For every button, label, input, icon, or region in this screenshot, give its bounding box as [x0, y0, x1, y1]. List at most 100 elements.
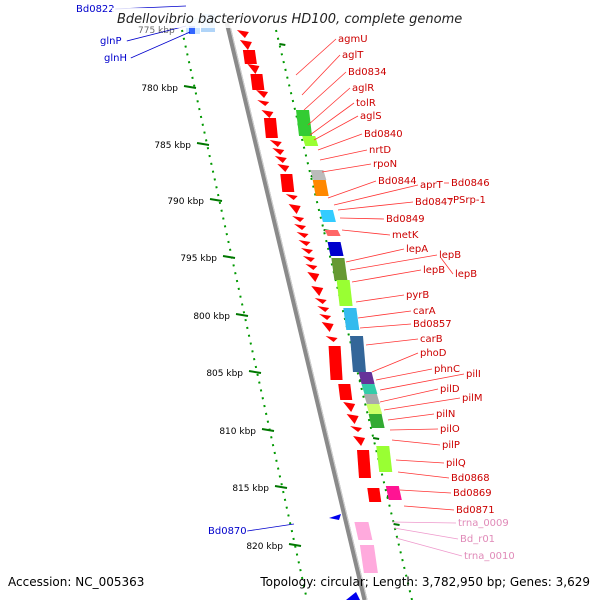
gene-label-aglt[interactable]: aglT	[342, 50, 364, 61]
gene-label-glnp[interactable]: glnP	[100, 36, 122, 47]
gene-label-agls[interactable]: aglS	[360, 111, 382, 122]
gene-label-bd0869[interactable]: Bd0869	[453, 488, 492, 499]
gene-arrow	[311, 286, 324, 296]
feature-block	[319, 210, 336, 222]
gene-block	[250, 74, 265, 90]
leader-line	[391, 439, 441, 446]
leader-line	[309, 102, 355, 136]
feature-block	[361, 384, 378, 394]
gene-label-bd0846[interactable]: Bd0846	[451, 178, 490, 189]
gene-label-pilp[interactable]: pilP	[442, 440, 460, 451]
gene-label-tolr[interactable]: tolR	[356, 98, 376, 109]
gene-arrow	[302, 256, 315, 262]
gene-label-phnc[interactable]: phnC	[434, 364, 460, 375]
gene-label-bd0870[interactable]: Bd0870	[208, 526, 247, 537]
gene-label-agmu[interactable]: agmU	[338, 34, 368, 45]
gene-label-phod[interactable]: phoD	[420, 348, 447, 359]
scale-tick	[235, 313, 249, 317]
gene-label-lepb[interactable]: lepB	[439, 250, 461, 261]
rna-label-trna-0009[interactable]: trna_0009	[458, 518, 509, 529]
leader-line	[319, 149, 368, 161]
gene-label-lepa[interactable]: lepA	[406, 244, 428, 255]
scale-tick-label: 780 kbp	[141, 84, 178, 94]
leader-line	[126, 25, 187, 42]
rna-label-trna-0010[interactable]: trna_0010	[464, 551, 515, 562]
leader-line	[130, 31, 191, 59]
gene-label-psrp-1[interactable]: PSrp-1	[453, 195, 486, 206]
gene-label-pyrb[interactable]: pyrB	[406, 290, 429, 301]
gene-label-bd0834[interactable]: Bd0834	[348, 67, 387, 78]
scale-tick-label: 810 kbp	[219, 427, 256, 437]
genome-backbone-highlight	[228, 21, 368, 600]
scale-ticks: 780 kbp 785 kbp 790 kbp 795 kbp 800 kbp 805 k…	[141, 43, 400, 552]
gene-arrow	[272, 148, 285, 155]
rna-label-bd-r01[interactable]: Bd_r01	[460, 534, 495, 545]
feature-tracks	[186, 14, 402, 600]
gene-arrow-blue	[346, 592, 360, 600]
gene-arrow	[346, 414, 359, 424]
gene-label-bd0844[interactable]: Bd0844	[378, 176, 417, 187]
gene-label-bd0868[interactable]: Bd0868	[451, 473, 490, 484]
gene-arrow	[236, 30, 249, 38]
leader-line	[303, 71, 347, 111]
gene-label-aprt[interactable]: aprT	[420, 180, 444, 191]
gene-label-bd0849[interactable]: Bd0849	[386, 214, 425, 225]
gene-label-lepb[interactable]: lepB	[423, 265, 445, 276]
gene-label-aglr[interactable]: aglR	[352, 83, 374, 94]
gene-block	[280, 174, 295, 192]
feature-labels: Bd0822 glnP glnH Bd0870 agmU aglT Bd0834 aglR to…	[76, 4, 515, 562]
leader-line	[375, 368, 433, 381]
gene-label-bd0822[interactable]: Bd0822	[76, 4, 115, 15]
leader-line	[351, 269, 422, 283]
leader-line	[333, 184, 419, 206]
gene-block	[357, 450, 372, 478]
gene-label-lepb[interactable]: lepB	[455, 269, 477, 280]
gene-arrow	[256, 90, 269, 98]
gene-arrow	[277, 164, 290, 172]
gene-label-rpon[interactable]: rpoN	[373, 159, 397, 170]
outer-track-tick	[279, 43, 286, 46]
gene-label-bd0871[interactable]: Bd0871	[456, 505, 495, 516]
gene-arrow	[247, 64, 260, 74]
leader-line	[345, 248, 405, 263]
gene-label-pili[interactable]: pilI	[466, 369, 481, 380]
topology-label: Topology: circular; Length: 3,782,950 bp…	[259, 575, 590, 589]
gene-label-bd0840[interactable]: Bd0840	[364, 129, 403, 140]
feature-block	[327, 242, 344, 256]
scale-tick-label: 800 kbp	[193, 312, 230, 322]
gene-label-pild[interactable]: pilD	[440, 384, 460, 395]
gene-label-pilq[interactable]: pilQ	[446, 458, 466, 469]
leader-line	[395, 537, 463, 557]
feature-block	[336, 280, 353, 306]
gene-label-bd0857[interactable]: Bd0857	[413, 319, 452, 330]
feature-block	[358, 372, 375, 384]
gene-label-metk[interactable]: metK	[392, 230, 419, 241]
gene-label-pilm[interactable]: pilM	[462, 393, 483, 404]
gene-label-cara[interactable]: carA	[413, 306, 436, 317]
gene-label-carb[interactable]: carB	[420, 334, 443, 345]
feature-block	[331, 258, 348, 280]
leader-line	[341, 229, 391, 236]
gene-arrow	[292, 216, 305, 222]
feature-block	[312, 180, 329, 196]
leader-line	[321, 163, 372, 173]
gene-label-piln[interactable]: pilN	[436, 409, 455, 420]
leader-line	[327, 180, 377, 199]
gene-arrow	[325, 336, 338, 342]
gene-label-pilo[interactable]: pilO	[440, 424, 460, 435]
gene-label-glnh[interactable]: glnH	[104, 53, 127, 64]
gene-arrow	[305, 264, 318, 270]
gene-label-nrtd[interactable]: nrtD	[369, 145, 391, 156]
label-leaders	[115, 5, 465, 557]
gene-block	[328, 346, 343, 380]
scale-tick-label: 785 kbp	[154, 141, 191, 151]
leader-line	[389, 428, 439, 431]
leader-line	[391, 521, 457, 524]
gene-arrow	[257, 100, 270, 106]
gene-block-pale	[189, 26, 195, 34]
feature-block	[296, 110, 313, 136]
scale-tick-label: 795 kbp	[180, 254, 217, 264]
gene-arrow	[343, 402, 356, 412]
gene-label-bd0847[interactable]: Bd0847	[415, 197, 454, 208]
gene-arrow	[274, 156, 287, 163]
